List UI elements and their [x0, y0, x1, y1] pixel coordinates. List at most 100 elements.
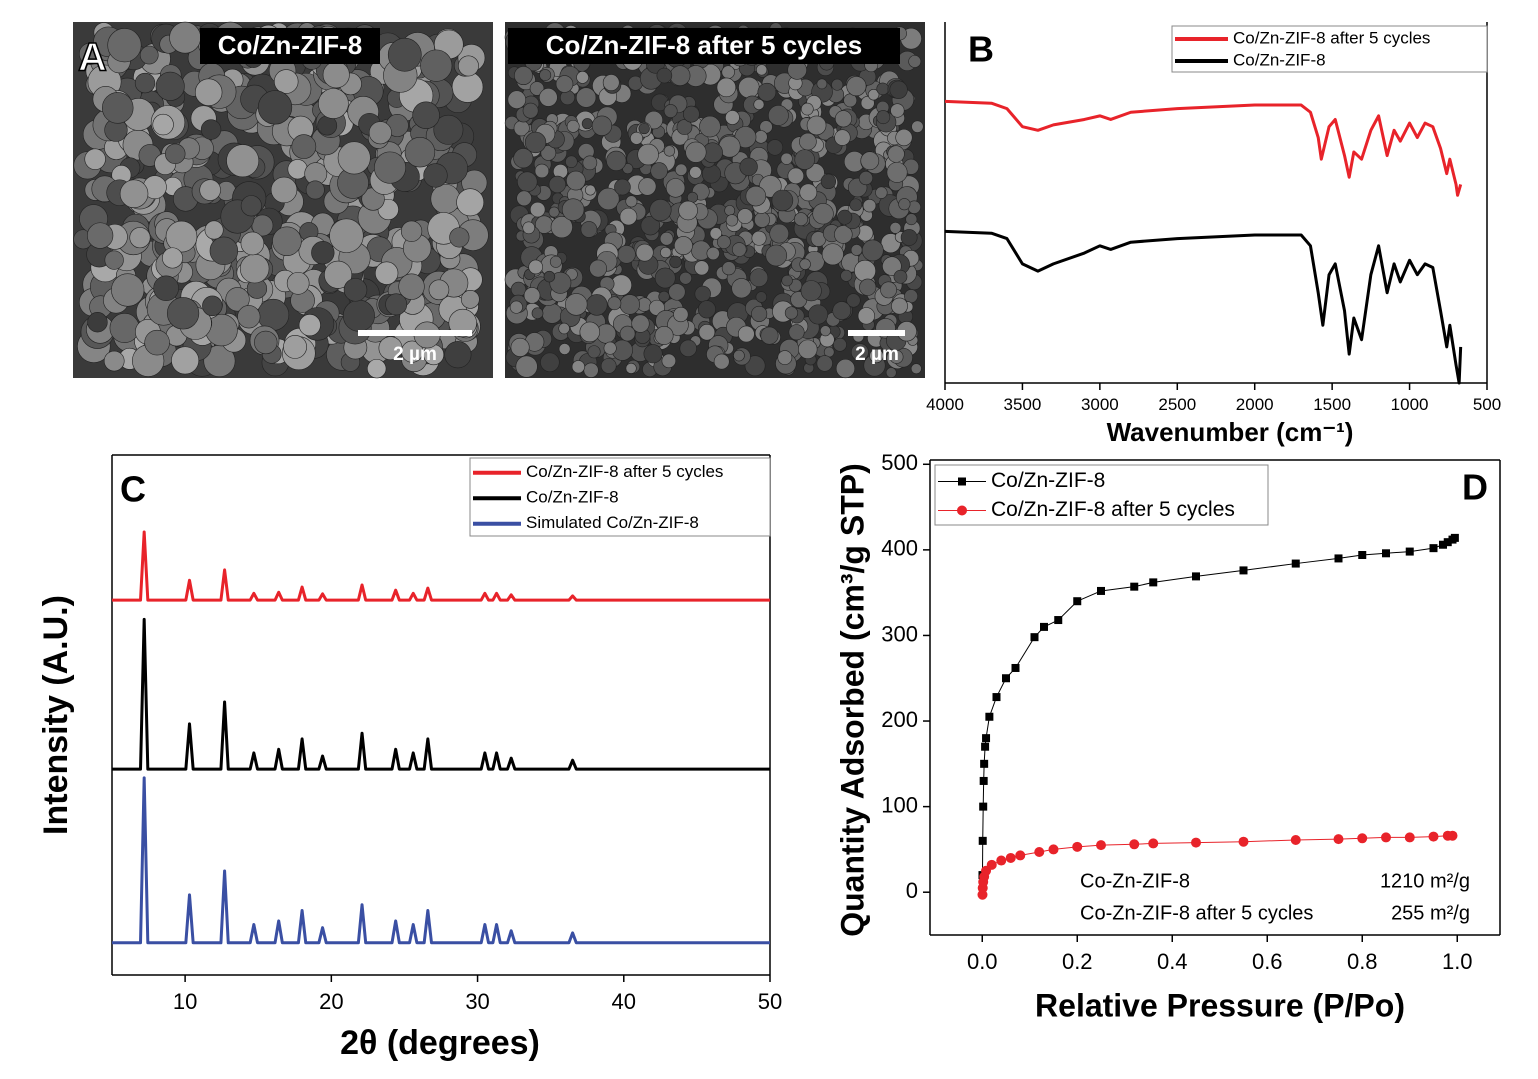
grain [831, 78, 844, 91]
grain [298, 314, 321, 337]
grain [582, 155, 598, 171]
grain [619, 294, 640, 315]
grain [745, 185, 767, 207]
legend-box [1171, 25, 1488, 73]
grain [816, 355, 833, 372]
data-point [979, 776, 988, 785]
data-point [1149, 578, 1158, 587]
grain [850, 343, 869, 362]
grain [166, 297, 200, 330]
grain [725, 110, 740, 125]
grain [558, 322, 570, 335]
panel-letter: B [968, 29, 994, 70]
grain [404, 136, 436, 168]
y-axis-label: Quantity Adsorbed (cm³/g STP) [834, 463, 870, 937]
x-tick-label: 20 [319, 989, 343, 1014]
grain [373, 151, 407, 184]
grain [701, 164, 722, 184]
grain [162, 247, 184, 269]
grain [766, 139, 784, 156]
data-point [1015, 850, 1026, 861]
grain [587, 345, 601, 359]
grain [898, 198, 911, 211]
data-point [1405, 547, 1414, 556]
grain [812, 203, 834, 225]
grain [694, 260, 710, 276]
grain [840, 269, 853, 282]
legend-label: Co/Zn-ZIF-8 after 5 cycles [1233, 28, 1430, 47]
grain [144, 329, 170, 356]
data-point [1447, 830, 1458, 841]
grain [257, 90, 293, 125]
series-line [112, 530, 770, 602]
grain [737, 208, 753, 224]
grain [676, 119, 693, 135]
grain [654, 267, 676, 289]
grain [558, 343, 571, 355]
grain [107, 28, 142, 63]
x-axis-label: Relative Pressure (P/Po) [1035, 987, 1405, 1023]
grain [833, 337, 847, 352]
data-point [1333, 834, 1344, 845]
grain [528, 259, 543, 275]
grain [694, 285, 711, 303]
y-tick-label: 100 [881, 792, 918, 817]
grain [522, 102, 539, 119]
x-tick-label: 500 [1473, 395, 1501, 414]
data-point [1404, 832, 1415, 843]
grain [799, 132, 817, 151]
grain [286, 271, 310, 295]
grain [456, 188, 485, 217]
grain [625, 195, 638, 208]
grain [908, 55, 922, 68]
grain [329, 218, 364, 253]
grain [663, 145, 676, 157]
grain [591, 115, 613, 136]
grain [756, 64, 768, 76]
grain [724, 205, 736, 216]
grain [768, 105, 789, 126]
grain [257, 298, 290, 331]
grain [669, 255, 682, 269]
grain [890, 103, 905, 118]
grain [550, 216, 573, 239]
grain [378, 336, 403, 361]
grain [698, 323, 716, 341]
grain [886, 161, 908, 183]
legend-label: Co/Zn-ZIF-8 [991, 469, 1105, 492]
grain [607, 296, 622, 311]
x-tick-label: 4000 [926, 395, 964, 414]
grain [583, 362, 599, 378]
grain [543, 270, 556, 283]
data-point [1030, 633, 1039, 642]
grain [565, 155, 578, 168]
grain [603, 341, 617, 355]
grain [625, 362, 637, 374]
grain [589, 259, 608, 278]
grain [794, 212, 808, 227]
grain [889, 80, 908, 99]
grain [717, 235, 731, 249]
grain [619, 325, 636, 342]
grain [169, 21, 201, 54]
grain [731, 278, 752, 299]
grain [602, 74, 620, 91]
grain [738, 76, 760, 99]
grain [739, 157, 758, 176]
grain [514, 66, 533, 85]
grain [586, 294, 608, 316]
data-point [980, 759, 989, 768]
grain [799, 183, 818, 202]
annotation: 1210 m²/g [1380, 870, 1470, 892]
grain [910, 363, 922, 375]
data-point [1191, 837, 1201, 848]
grain [337, 141, 371, 175]
data-point [992, 693, 1001, 702]
grain [87, 222, 114, 249]
grain [882, 256, 902, 276]
grain [540, 145, 557, 161]
grain [509, 300, 523, 314]
grain [658, 290, 670, 303]
grain [889, 222, 902, 234]
data-point [1290, 835, 1301, 845]
